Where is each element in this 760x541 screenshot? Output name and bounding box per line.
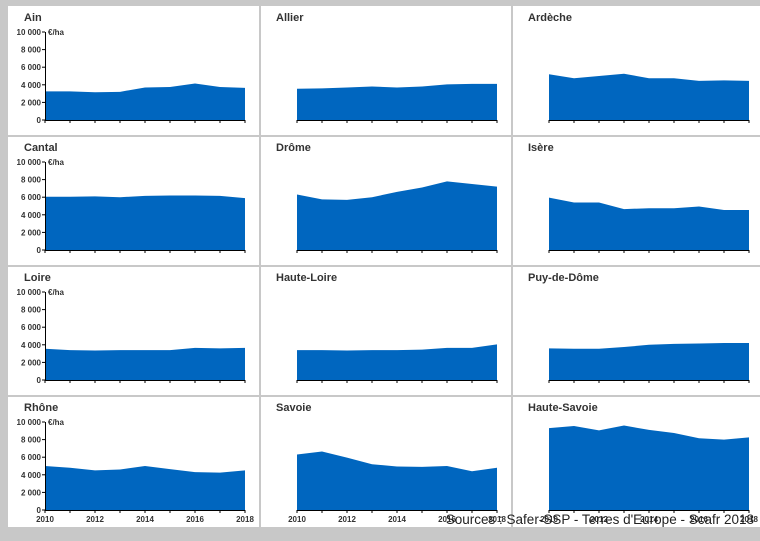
x-tick-label: 2016 bbox=[690, 515, 708, 524]
x-tick-label: 2018 bbox=[488, 515, 506, 524]
y-tick-label: 6 000 bbox=[21, 193, 42, 202]
panel-haute-loire: Haute-Loire bbox=[276, 272, 498, 383]
panel-ard-che: Ardèche bbox=[528, 12, 750, 123]
panel-title: Ardèche bbox=[528, 12, 572, 24]
area-series bbox=[297, 451, 497, 510]
y-unit-label: €/ha bbox=[48, 28, 65, 37]
y-tick-label: 4 000 bbox=[21, 471, 42, 480]
small-multiples-grid: Ain 0 2 000 4 000 6 000 8 000 10 000 €/ha Allier… bbox=[8, 6, 760, 527]
panel-title: Loire bbox=[24, 272, 51, 284]
area-series bbox=[297, 83, 497, 120]
panel-title: Allier bbox=[276, 12, 304, 24]
panel-title: Cantal bbox=[24, 142, 58, 154]
y-tick-label: 2 000 bbox=[21, 488, 42, 497]
y-tick-label: 6 000 bbox=[21, 453, 42, 462]
y-tick-label: 8 000 bbox=[21, 436, 42, 445]
y-tick-label: 8 000 bbox=[21, 306, 42, 315]
panel-title: Isère bbox=[528, 142, 554, 154]
x-tick-label: 2012 bbox=[338, 515, 356, 524]
y-tick-label: 4 000 bbox=[21, 341, 42, 350]
panel-ain: Ain 0 2 000 4 000 6 000 8 000 10 000 €/ha bbox=[17, 12, 246, 125]
x-tick-label: 2012 bbox=[86, 515, 104, 524]
x-tick-label: 2018 bbox=[236, 515, 254, 524]
panel-dr-me: Drôme bbox=[276, 142, 498, 253]
y-tick-label: 6 000 bbox=[21, 63, 42, 72]
area-series bbox=[297, 344, 497, 380]
area-series bbox=[549, 425, 749, 510]
panel-title: Haute-Savoie bbox=[528, 402, 598, 414]
x-tick-label: 2016 bbox=[186, 515, 204, 524]
source-note: Sources : Safer-SSP - Terres d'Europe - … bbox=[445, 512, 754, 527]
area-series bbox=[45, 466, 245, 510]
panel-is-re: Isère bbox=[528, 142, 750, 253]
y-tick-label: 4 000 bbox=[21, 81, 42, 90]
y-tick-label: 6 000 bbox=[21, 323, 42, 332]
y-tick-label: 0 bbox=[37, 376, 42, 385]
x-tick-label: 2012 bbox=[590, 515, 608, 524]
panel-title: Rhône bbox=[24, 402, 58, 414]
x-tick-label: 2014 bbox=[136, 515, 154, 524]
area-series bbox=[297, 181, 497, 250]
y-tick-label: 0 bbox=[37, 116, 42, 125]
y-tick-label: 10 000 bbox=[17, 158, 42, 167]
y-unit-label: €/ha bbox=[48, 418, 65, 427]
area-series bbox=[549, 343, 749, 380]
panel-savoie: Savoie 2010 2012 2014 2016 2018 bbox=[276, 402, 506, 524]
x-tick-label: 2010 bbox=[288, 515, 306, 524]
y-unit-label: €/ha bbox=[48, 288, 65, 297]
x-tick-label: 2010 bbox=[540, 515, 558, 524]
y-tick-label: 10 000 bbox=[17, 418, 42, 427]
x-tick-label: 2018 bbox=[740, 515, 758, 524]
y-tick-label: 10 000 bbox=[17, 28, 42, 37]
y-tick-label: 2 000 bbox=[21, 228, 42, 237]
x-tick-label: 2014 bbox=[640, 515, 658, 524]
x-tick-label: 2014 bbox=[388, 515, 406, 524]
y-tick-label: 0 bbox=[37, 506, 42, 515]
area-series bbox=[45, 83, 245, 120]
y-tick-label: 10 000 bbox=[17, 288, 42, 297]
y-tick-label: 2 000 bbox=[21, 98, 42, 107]
y-tick-label: 8 000 bbox=[21, 46, 42, 55]
x-tick-label: 2010 bbox=[36, 515, 54, 524]
panel-rh-ne: Rhône 0 2 000 4 000 6 000 8 000 10 000 €/ha 2010… bbox=[17, 402, 255, 524]
panel-cantal: Cantal 0 2 000 4 000 6 000 8 000 10 000 €/ha bbox=[17, 142, 246, 255]
panel-title: Puy-de-Dôme bbox=[528, 272, 599, 284]
area-series bbox=[549, 197, 749, 250]
chart-frame: Ain 0 2 000 4 000 6 000 8 000 10 000 €/ha Allier… bbox=[8, 6, 760, 527]
panel-title: Ain bbox=[24, 12, 42, 24]
area-series bbox=[45, 347, 245, 380]
panel-allier: Allier bbox=[276, 12, 498, 123]
panel-puy-de-d-me: Puy-de-Dôme bbox=[528, 272, 750, 383]
panel-title: Haute-Loire bbox=[276, 272, 337, 284]
panel-loire: Loire 0 2 000 4 000 6 000 8 000 10 000 €/ha bbox=[17, 272, 246, 385]
area-series bbox=[549, 73, 749, 120]
x-tick-label: 2016 bbox=[438, 515, 456, 524]
y-tick-label: 4 000 bbox=[21, 211, 42, 220]
y-tick-label: 8 000 bbox=[21, 176, 42, 185]
panel-title: Drôme bbox=[276, 142, 311, 154]
y-tick-label: 2 000 bbox=[21, 358, 42, 367]
panel-title: Savoie bbox=[276, 402, 311, 414]
y-unit-label: €/ha bbox=[48, 158, 65, 167]
panel-haute-savoie: Haute-Savoie 2010 2012 2014 2016 2018 bbox=[528, 402, 758, 524]
y-tick-label: 0 bbox=[37, 246, 42, 255]
area-series bbox=[45, 195, 245, 250]
